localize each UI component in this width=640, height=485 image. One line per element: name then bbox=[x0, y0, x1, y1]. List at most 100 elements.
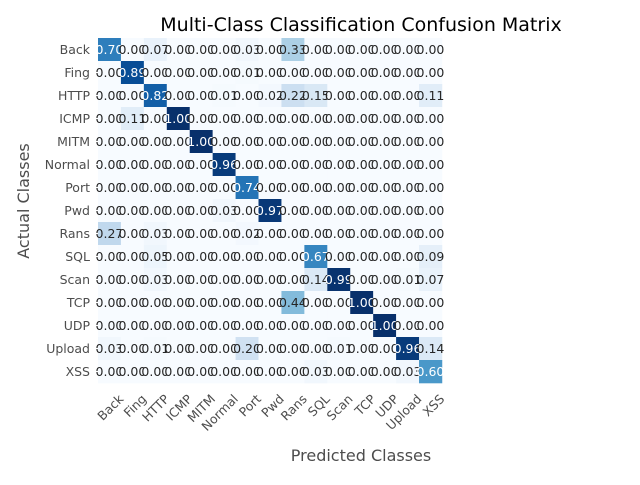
cell-value-label: 0.00 bbox=[210, 272, 238, 287]
heatmap-cell bbox=[281, 245, 305, 269]
cell-value-label: 0.01 bbox=[210, 88, 238, 103]
heatmap-cell bbox=[143, 222, 168, 246]
cell-value-label: 0.00 bbox=[96, 65, 124, 80]
heatmap-cell bbox=[373, 337, 397, 361]
cell-value-label: 0.15 bbox=[302, 88, 330, 103]
cell-value-label: 0.00 bbox=[348, 226, 376, 241]
cell-value-label: 0.00 bbox=[118, 180, 146, 195]
cell-value-label: 0.01 bbox=[141, 341, 169, 356]
cell-value-label: 1.00 bbox=[348, 295, 376, 310]
heatmap-cell bbox=[212, 130, 236, 154]
cell-value-label: 0.02 bbox=[256, 88, 284, 103]
heatmap-cell bbox=[258, 153, 282, 177]
cell-value-label: 0.00 bbox=[417, 180, 445, 195]
cell-value-label: 0.00 bbox=[164, 157, 192, 172]
cell-value-label: 0.00 bbox=[325, 157, 353, 172]
heatmap-cell bbox=[419, 84, 443, 108]
cell-value-label: 0.00 bbox=[233, 203, 261, 218]
heatmap-cell bbox=[98, 360, 122, 384]
cell-value-label: 0.00 bbox=[417, 134, 445, 149]
cell-value-label: 0.00 bbox=[348, 341, 376, 356]
cell-value-label: 0.00 bbox=[302, 134, 330, 149]
cell-value-label: 0.00 bbox=[118, 203, 146, 218]
heatmap-cell bbox=[419, 360, 443, 384]
heatmap-cell bbox=[304, 176, 328, 200]
cell-value-label: 0.00 bbox=[210, 111, 238, 126]
heatmap-cell bbox=[304, 337, 328, 361]
cell-value-label: 0.00 bbox=[187, 364, 215, 379]
heatmap-cell bbox=[258, 107, 282, 131]
heatmap-cell bbox=[373, 130, 397, 154]
heatmap-cell bbox=[98, 291, 122, 315]
heatmap-cell bbox=[235, 153, 259, 177]
heatmap-cell bbox=[396, 153, 420, 177]
cell-value-label: 0.00 bbox=[256, 318, 284, 333]
cell-value-label: 0.11 bbox=[417, 88, 445, 103]
heatmap-cell bbox=[258, 291, 282, 315]
heatmap-cell bbox=[396, 222, 420, 246]
heatmap-cell bbox=[304, 38, 328, 62]
heatmap-cell bbox=[98, 268, 122, 292]
heatmap-cell bbox=[189, 84, 213, 108]
y-tick-label: Normal bbox=[45, 157, 90, 172]
heatmap-cell bbox=[212, 360, 236, 384]
cell-value-label: 0.33 bbox=[279, 42, 307, 57]
cell-value-label: 0.00 bbox=[348, 111, 376, 126]
cell-value-label: 0.00 bbox=[141, 180, 169, 195]
cell-value-label: 0.00 bbox=[348, 134, 376, 149]
heatmap-cell bbox=[350, 222, 374, 246]
cell-value-label: 0.00 bbox=[279, 318, 307, 333]
heatmap-cell bbox=[189, 130, 213, 154]
x-tick-label: XSS bbox=[420, 391, 448, 419]
heatmap-cell bbox=[396, 199, 420, 223]
cell-value-label: 0.05 bbox=[141, 249, 169, 264]
heatmap-cell bbox=[98, 337, 122, 361]
heatmap-cell bbox=[327, 337, 351, 361]
cell-value-label: 0.00 bbox=[187, 180, 215, 195]
heatmap-cell bbox=[143, 38, 168, 62]
cell-value-label: 0.00 bbox=[210, 364, 238, 379]
y-tick-label: Port bbox=[65, 180, 90, 195]
y-tick-label: MITM bbox=[57, 134, 90, 149]
cell-value-label: 0.00 bbox=[325, 364, 353, 379]
heatmap-cell bbox=[143, 291, 168, 315]
cell-value-label: 0.00 bbox=[233, 249, 261, 264]
cell-value-label: 0.00 bbox=[164, 318, 192, 333]
heatmap-cell bbox=[350, 84, 374, 108]
heatmap-cell bbox=[189, 61, 213, 85]
heatmap-cell bbox=[120, 84, 145, 108]
heatmap-cell bbox=[304, 130, 328, 154]
cell-value-label: 0.00 bbox=[233, 88, 261, 103]
heatmap-cell bbox=[166, 268, 191, 292]
cell-value-label: 0.00 bbox=[371, 180, 399, 195]
cell-value-label: 0.00 bbox=[256, 249, 284, 264]
heatmap-cell bbox=[396, 84, 420, 108]
cell-value-label: 0.00 bbox=[325, 42, 353, 57]
heatmap-cell bbox=[212, 314, 236, 338]
cell-value-label: 0.44 bbox=[279, 295, 307, 310]
heatmap-cell bbox=[98, 222, 122, 246]
cell-value-label: 0.00 bbox=[279, 226, 307, 241]
heatmap-cell bbox=[373, 291, 397, 315]
cell-value-label: 0.00 bbox=[325, 249, 353, 264]
heatmap-cell bbox=[98, 130, 122, 154]
heatmap-cell bbox=[258, 38, 282, 62]
y-tick-label: Pwd bbox=[64, 203, 90, 218]
heatmap-cell bbox=[396, 268, 420, 292]
cell-value-label: 0.00 bbox=[118, 134, 146, 149]
heatmap-cell bbox=[235, 337, 259, 361]
heatmap-cell bbox=[235, 176, 259, 200]
cell-value-label: 0.00 bbox=[96, 364, 124, 379]
heatmap-cell bbox=[98, 153, 122, 177]
heatmap-cell bbox=[396, 291, 420, 315]
heatmap-cell bbox=[419, 153, 443, 177]
heatmap-cell bbox=[120, 130, 145, 154]
cell-value-label: 0.00 bbox=[187, 249, 215, 264]
cell-value-label: 0.00 bbox=[210, 42, 238, 57]
heatmap-cell bbox=[235, 360, 259, 384]
cell-value-label: 0.00 bbox=[164, 226, 192, 241]
cell-value-label: 0.00 bbox=[394, 88, 422, 103]
heatmap-cells: 0.700.000.070.000.000.000.030.000.330.00… bbox=[96, 38, 445, 384]
heatmap-cell bbox=[212, 176, 236, 200]
y-tick-label: UDP bbox=[64, 318, 91, 333]
